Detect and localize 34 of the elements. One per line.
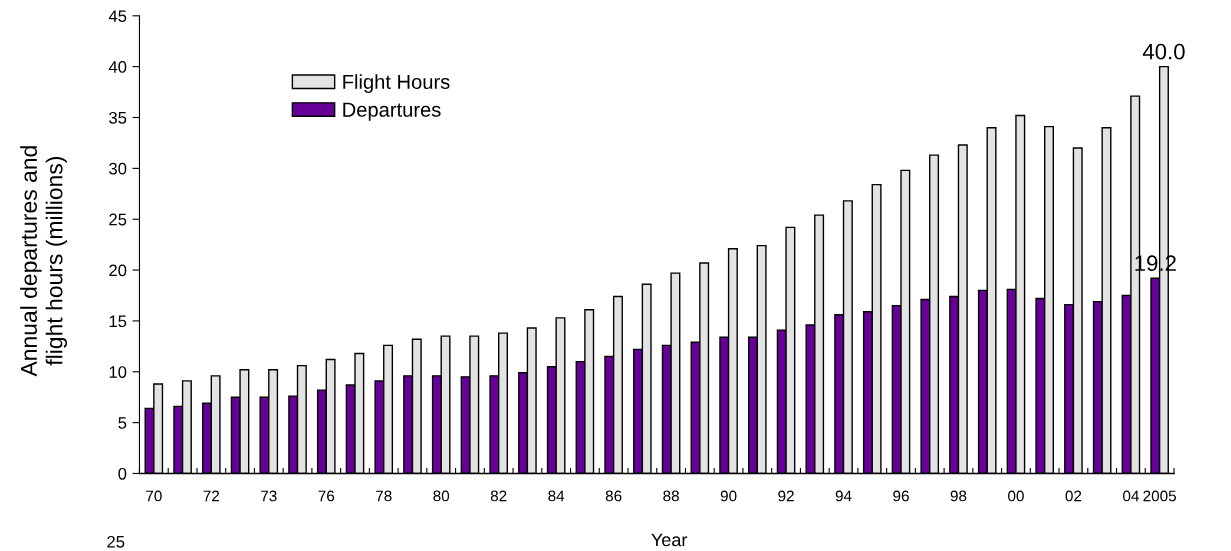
y-tick-label: 25 — [109, 213, 127, 226]
x-tick-label: 98 — [950, 490, 967, 502]
y-tick-label: 0 — [118, 467, 127, 480]
y-tick-label: 10 — [109, 366, 127, 378]
x-tick-label: 04 — [1123, 490, 1139, 502]
x-tick-label: 72 — [203, 490, 220, 502]
x-tick-label: 02 — [1065, 490, 1082, 502]
y-tick-label: 45 — [108, 10, 127, 23]
y-tick-label: 20 — [109, 264, 127, 277]
y-tick-label: 30 — [109, 162, 127, 175]
x-tick-label: 78 — [376, 490, 392, 502]
x-tick-label: 82 — [490, 490, 507, 502]
x-tick-label: 90 — [720, 490, 737, 502]
x-axis-title: Year — [651, 533, 688, 547]
x-tick-label: 92 — [778, 490, 794, 502]
x-tick-label: 80 — [433, 490, 450, 502]
y-tick-label: 40 — [108, 61, 127, 73]
x-tick-label: 2005 — [1143, 490, 1176, 502]
data-label: 40.0 — [1142, 43, 1185, 60]
legend-label: Flight Hours — [343, 74, 450, 93]
x-tick-label: 86 — [605, 490, 622, 502]
x-tick-label: 73 — [261, 490, 277, 502]
legend-label: Departures — [343, 102, 441, 121]
y-tick-label: 5 — [118, 417, 127, 429]
y-tick-label: 35 — [109, 111, 127, 124]
x-tick-label: 00 — [1008, 490, 1024, 502]
y-tick-label: 15 — [109, 315, 127, 328]
y-axis-title: Annual departures and flight hours (millions) — [20, 146, 68, 377]
x-tick-label: 94 — [835, 490, 852, 502]
x-tick-label: 88 — [663, 490, 679, 502]
x-tick-label: 70 — [146, 490, 162, 502]
x-tick-label: 76 — [318, 490, 335, 502]
x-tick-label: 96 — [893, 490, 909, 502]
x-tick-label: 84 — [548, 490, 565, 502]
